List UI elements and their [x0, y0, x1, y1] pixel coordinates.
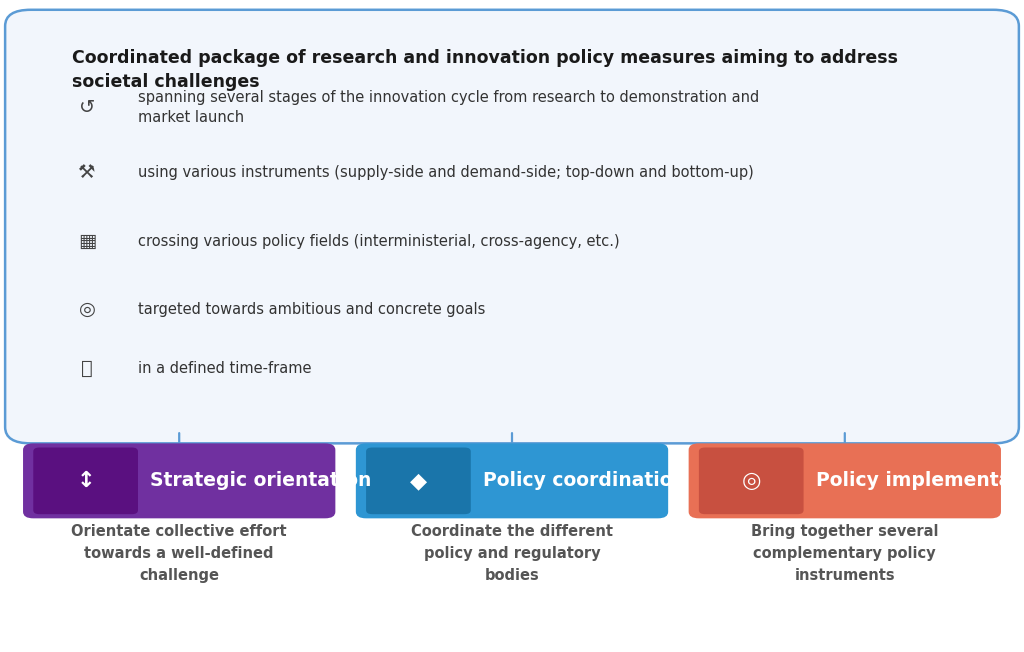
Text: Policy coordination: Policy coordination [483, 471, 686, 490]
Text: Policy implementation: Policy implementation [816, 471, 1024, 490]
Text: ⏱: ⏱ [81, 359, 93, 378]
FancyBboxPatch shape [698, 447, 804, 514]
Text: spanning several stages of the innovation cycle from research to demonstration a: spanning several stages of the innovatio… [138, 90, 760, 125]
Text: in a defined time-frame: in a defined time-frame [138, 361, 311, 376]
Text: ⚒: ⚒ [78, 163, 96, 183]
Text: ◆: ◆ [410, 471, 427, 491]
Text: Strategic orientation: Strategic orientation [151, 471, 372, 490]
FancyBboxPatch shape [33, 447, 138, 514]
Text: ↺: ↺ [79, 98, 95, 117]
Text: ▦: ▦ [78, 231, 96, 251]
FancyBboxPatch shape [356, 443, 669, 518]
Text: ◎: ◎ [741, 471, 761, 491]
Text: using various instruments (supply-side and demand-side; top-down and bottom-up): using various instruments (supply-side a… [138, 165, 754, 181]
Text: Orientate collective effort
towards a well-defined
challenge: Orientate collective effort towards a we… [72, 524, 287, 583]
Text: ◎: ◎ [79, 300, 95, 319]
FancyBboxPatch shape [5, 10, 1019, 443]
FancyBboxPatch shape [367, 447, 471, 514]
Text: Coordinated package of research and innovation policy measures aiming to address: Coordinated package of research and inno… [72, 49, 898, 91]
FancyBboxPatch shape [688, 443, 1001, 518]
Text: Coordinate the different
policy and regulatory
bodies: Coordinate the different policy and regu… [411, 524, 613, 583]
Text: Bring together several
complementary policy
instruments: Bring together several complementary pol… [751, 524, 939, 583]
FancyBboxPatch shape [23, 443, 336, 518]
Text: crossing various policy fields (interministerial, cross-agency, etc.): crossing various policy fields (intermin… [138, 233, 620, 249]
Text: targeted towards ambitious and concrete goals: targeted towards ambitious and concrete … [138, 302, 485, 318]
Text: ↕: ↕ [77, 471, 95, 491]
